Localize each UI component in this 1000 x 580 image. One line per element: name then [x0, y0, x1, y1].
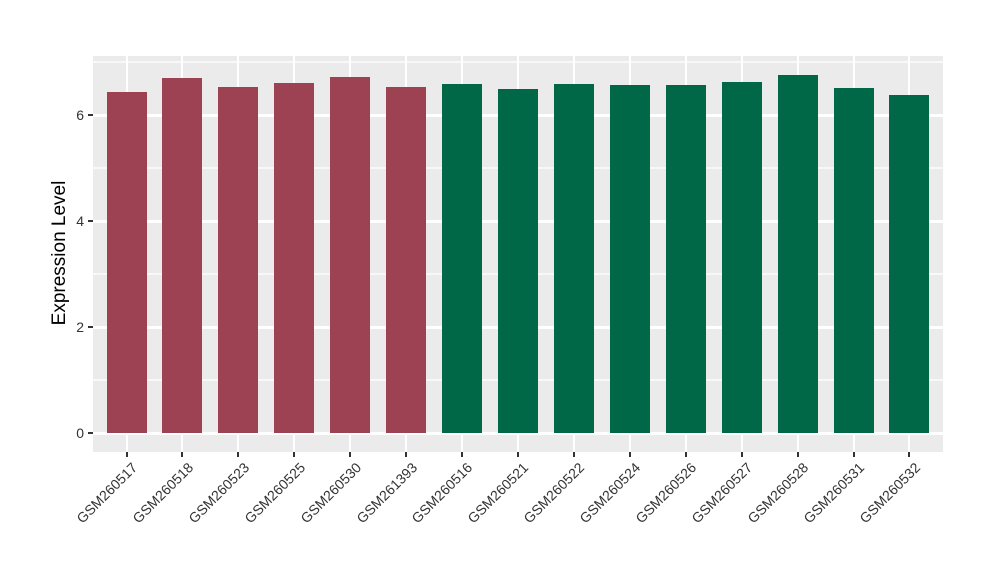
x-tick-mark: [852, 452, 855, 457]
bar: [107, 92, 147, 433]
y-axis-title-text: Expression Level: [49, 180, 70, 326]
bar: [442, 84, 482, 433]
bar: [666, 85, 706, 433]
bar: [722, 82, 762, 433]
x-tick-mark: [572, 452, 575, 457]
bar: [274, 83, 314, 433]
x-tick-mark: [293, 452, 296, 457]
x-tick-mark: [461, 452, 464, 457]
plot-panel: [93, 56, 943, 452]
bar: [330, 77, 370, 433]
y-tick-label: 2: [76, 319, 84, 335]
x-tick-mark: [740, 452, 743, 457]
y-tick-mark: [88, 326, 93, 328]
bar: [889, 95, 929, 433]
bar: [386, 87, 426, 433]
x-tick-mark: [125, 452, 128, 457]
x-tick-mark: [908, 452, 911, 457]
bar: [162, 78, 202, 433]
y-tick-mark: [88, 114, 93, 116]
y-tick-label: 0: [76, 425, 84, 441]
x-tick-mark: [181, 452, 184, 457]
x-tick-mark: [405, 452, 408, 457]
x-tick-mark: [237, 452, 240, 457]
x-tick-mark: [517, 452, 519, 457]
bar: [834, 88, 874, 433]
x-tick-mark: [349, 452, 352, 457]
bar: [778, 75, 818, 433]
x-tick-mark: [628, 452, 631, 457]
x-tick-mark: [796, 452, 799, 457]
bar: [554, 84, 594, 433]
y-tick-label: 6: [76, 107, 84, 123]
bar: [498, 89, 538, 433]
bar: [610, 85, 650, 433]
bar: [218, 87, 258, 433]
y-tick-mark: [88, 220, 93, 222]
x-tick-mark: [684, 452, 687, 457]
y-tick-mark: [88, 432, 93, 434]
y-tick-label: 4: [76, 213, 84, 229]
